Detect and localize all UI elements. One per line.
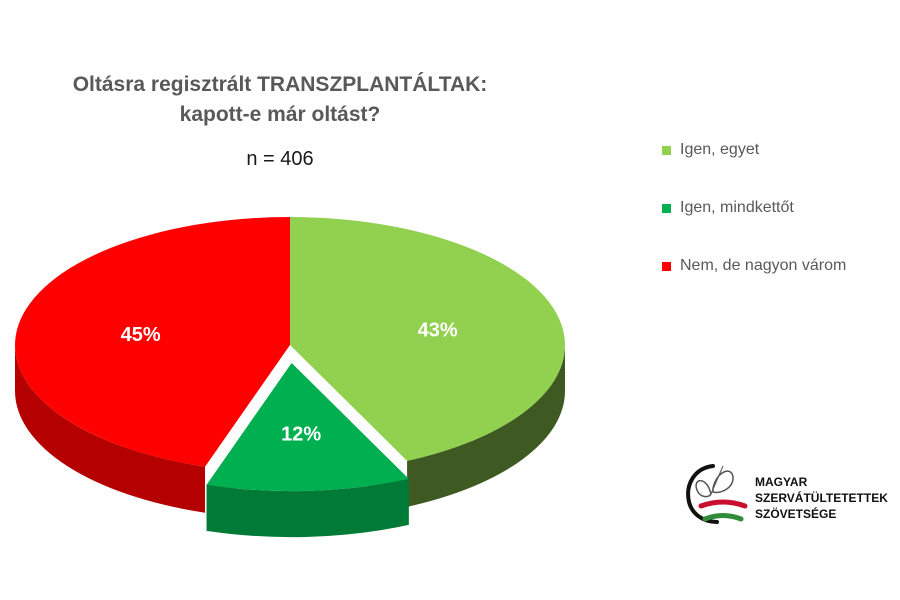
legend-label: Igen, mindkettőt <box>680 199 794 216</box>
legend-swatch <box>662 145 671 155</box>
legend-swatch <box>662 203 671 213</box>
chart-title-line-2: kapott-e már oltást? <box>179 103 381 126</box>
pie-side-0 <box>407 345 565 507</box>
chart-title: Oltásra regisztrált TRANSZPLANTÁLTAK: ka… <box>60 70 500 130</box>
organization-name-line-1: MAGYAR <box>755 475 808 489</box>
organization-logo-block: MAGYAR SZERVÁTÜLTETETTEK SZÖVETSÉGE <box>683 458 893 528</box>
legend-label: Igen, egyet <box>680 141 760 158</box>
pie-side-2 <box>15 345 206 513</box>
pie-side-1 <box>206 478 409 538</box>
organization-name-line-3: SZÖVETSÉGE <box>755 507 837 521</box>
pie-labels: 43% 12% 45% <box>121 320 458 446</box>
legend-label: Nem, de nagyon várom <box>680 257 847 274</box>
pie-slice-igen-egyet <box>290 217 565 461</box>
pie-slice-igen-mindkett-t <box>206 363 409 492</box>
chart-title-line-1: Oltásra regisztrált TRANSZPLANTÁLTAK: <box>72 73 488 96</box>
data-label-0: 43% <box>418 320 458 342</box>
legend-item-igen-egyet: Igen, egyet <box>662 140 846 160</box>
legend-swatch <box>662 261 671 271</box>
organization-name: MAGYAR SZERVÁTÜLTETETTEK SZÖVETSÉGE <box>755 474 888 522</box>
pie-slice-nem-de-nagyon-v-rom <box>15 217 290 467</box>
chart-legend: Igen, egyet Igen, mindkettőt Nem, de nag… <box>662 140 846 314</box>
organization-name-line-2: SZERVÁTÜLTETETTEK <box>755 491 888 505</box>
data-label-1: 12% <box>281 423 321 445</box>
butterfly-logo-icon <box>686 464 748 524</box>
data-label-2: 45% <box>121 324 161 346</box>
pie-tops <box>15 217 565 492</box>
legend-item-nem-de-nagyon-varom: Nem, de nagyon várom <box>662 256 846 276</box>
legend-item-igen-mindkettot: Igen, mindkettőt <box>662 198 846 218</box>
chart-subtitle: n = 406 <box>246 148 314 170</box>
